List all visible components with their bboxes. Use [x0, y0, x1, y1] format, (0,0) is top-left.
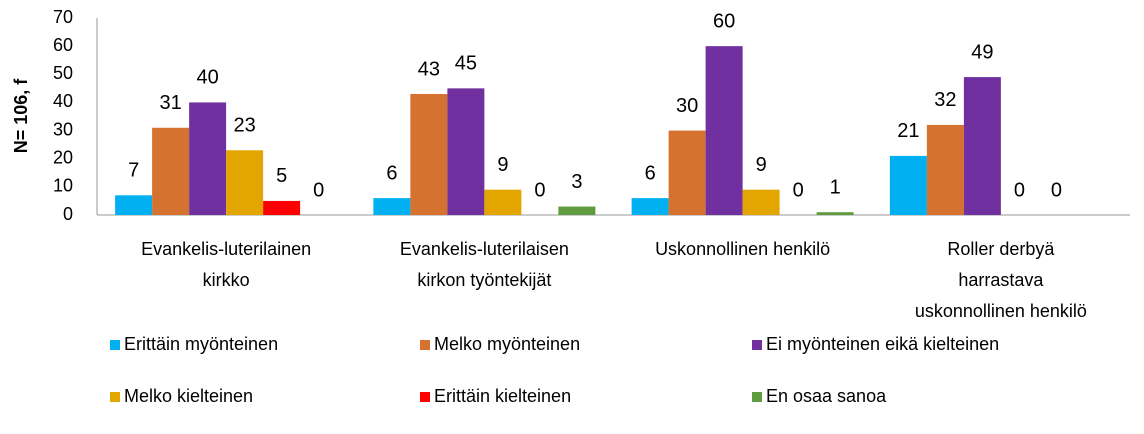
x-tick-label: harrastava [958, 270, 1044, 290]
y-tick-label: 30 [53, 119, 73, 139]
y-tick-label: 70 [53, 7, 73, 27]
x-tick-label: Uskonnollinen henkilö [655, 239, 830, 259]
y-tick-label: 50 [53, 63, 73, 83]
bar [263, 200, 301, 215]
x-tick-label: Evankelis-luterilainen [141, 239, 311, 259]
data-label: 32 [934, 89, 956, 111]
data-label: 6 [645, 162, 656, 184]
bar [189, 102, 227, 215]
data-label: 3 [571, 171, 582, 193]
data-label: 43 [418, 58, 440, 80]
legend-label: Erittäin myönteinen [124, 334, 278, 354]
data-label: 7 [128, 160, 139, 182]
bar [484, 189, 522, 215]
data-label: 0 [1014, 179, 1025, 201]
x-tick-label: uskonnollinen henkilö [915, 301, 1087, 321]
bar [926, 124, 964, 215]
legend-swatch [420, 340, 430, 350]
bar [889, 155, 927, 215]
bar [668, 130, 706, 215]
data-label: 1 [830, 176, 841, 198]
bar [816, 212, 854, 215]
x-tick-label: Evankelis-luterilaisen [400, 239, 569, 259]
bar [226, 150, 264, 215]
y-tick-label: 0 [63, 204, 73, 224]
data-label: 6 [386, 162, 397, 184]
data-label: 31 [160, 92, 182, 114]
data-label: 0 [1051, 179, 1062, 201]
data-label: 60 [713, 10, 735, 32]
y-tick-label: 60 [53, 35, 73, 55]
data-label: 49 [971, 41, 993, 63]
legend-label: Erittäin kielteinen [434, 386, 571, 406]
y-axis-label: N= 106, f [11, 78, 31, 154]
x-tick-label: kirkon työntekijät [417, 270, 551, 290]
bar [447, 88, 485, 215]
y-tick-label: 40 [53, 91, 73, 111]
bar [115, 195, 153, 215]
legend-swatch [110, 392, 120, 402]
bar [373, 198, 411, 215]
legend-swatch [110, 340, 120, 350]
y-tick-label: 10 [53, 176, 73, 196]
legend-swatch [420, 392, 430, 402]
bar [631, 198, 669, 215]
bar [963, 77, 1001, 215]
x-tick-label: Roller derbyä [947, 239, 1055, 259]
bar [705, 46, 743, 216]
legend-swatch [752, 392, 762, 402]
legend-swatch [752, 340, 762, 350]
bar [152, 127, 190, 215]
data-label: 0 [793, 179, 804, 201]
bar [410, 93, 448, 215]
data-label: 0 [534, 179, 545, 201]
data-label: 45 [455, 53, 477, 75]
legend-label: En osaa sanoa [766, 386, 887, 406]
data-label: 9 [497, 154, 508, 176]
x-tick-label: kirkko [203, 270, 250, 290]
bar [558, 206, 596, 215]
legend-label: Melko myönteinen [434, 334, 580, 354]
data-label: 9 [756, 154, 767, 176]
legend-label: Ei myönteinen eikä kielteinen [766, 334, 999, 354]
bar [742, 189, 780, 215]
data-label: 40 [197, 67, 219, 89]
data-label: 30 [676, 95, 698, 117]
legend-label: Melko kielteinen [124, 386, 253, 406]
data-label: 5 [276, 165, 287, 187]
data-label: 21 [897, 120, 919, 142]
data-label: 23 [234, 115, 256, 137]
data-label: 0 [313, 179, 324, 201]
y-tick-label: 20 [53, 147, 73, 167]
